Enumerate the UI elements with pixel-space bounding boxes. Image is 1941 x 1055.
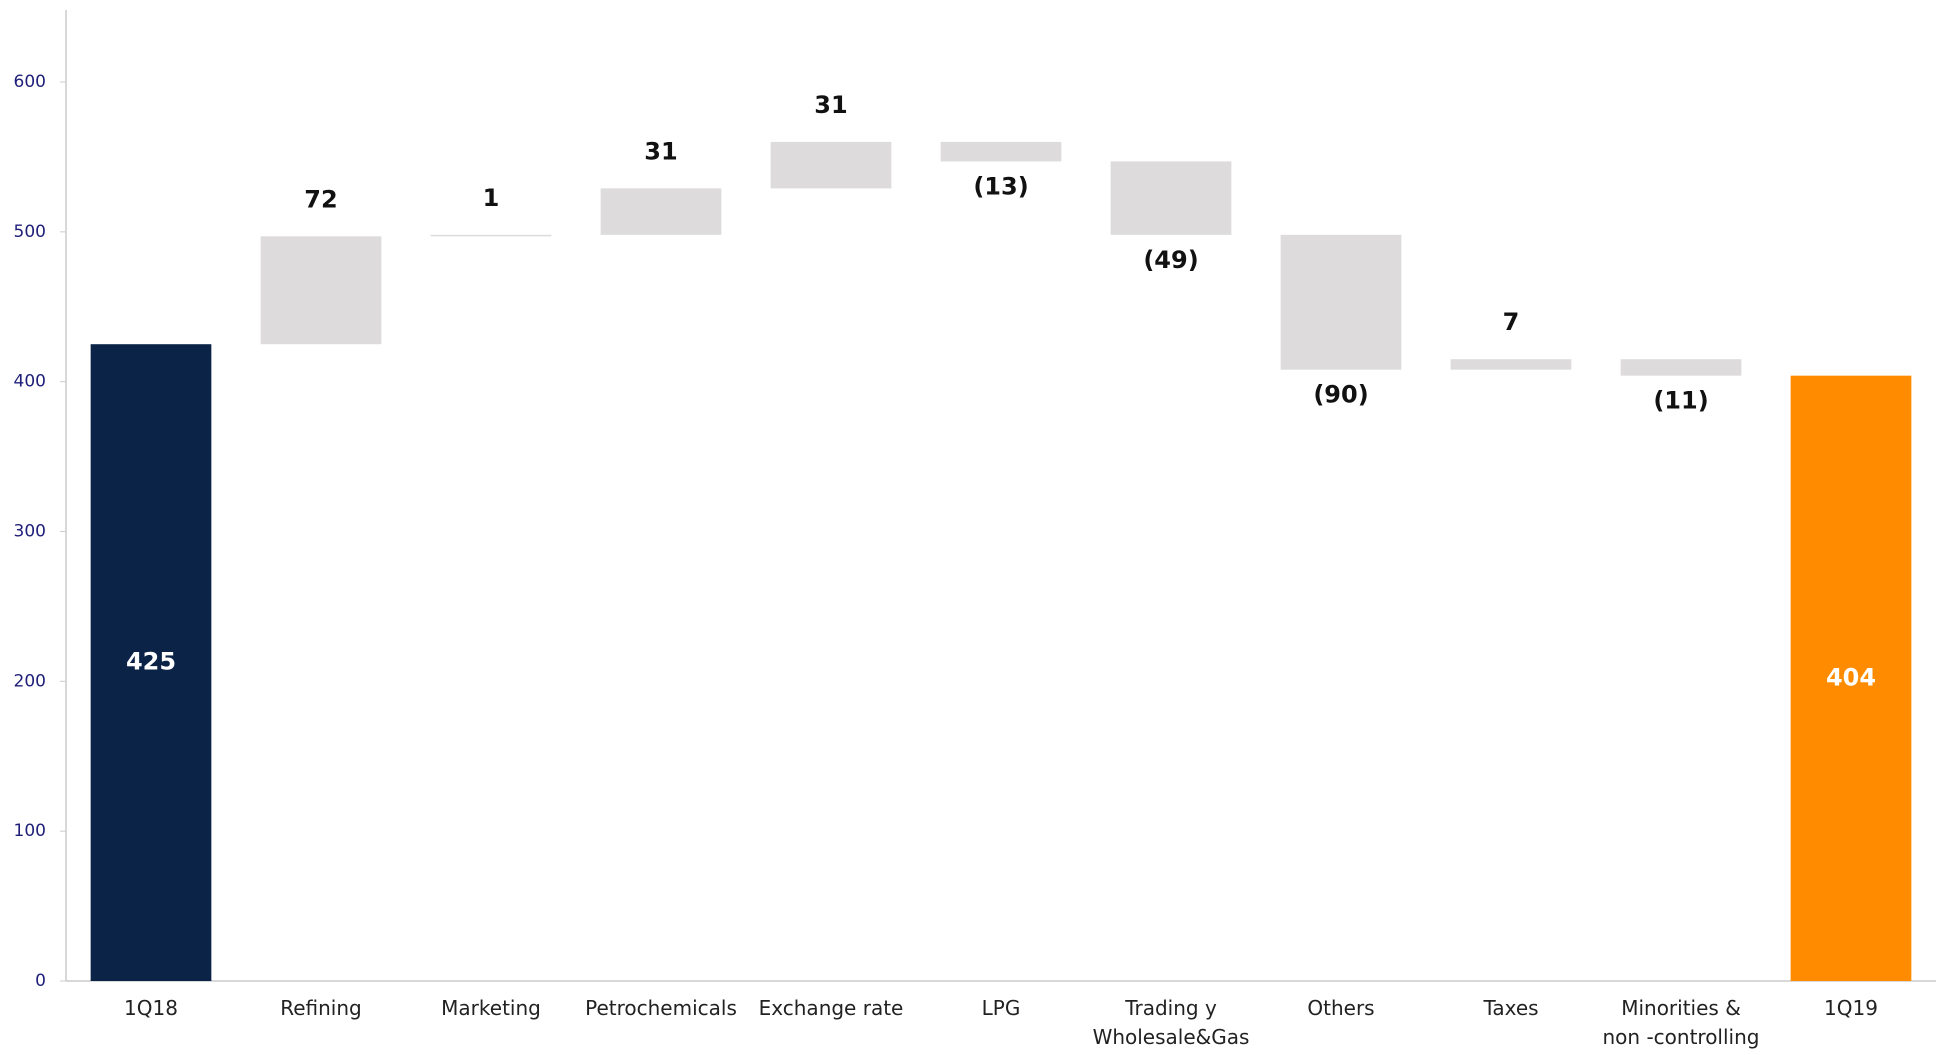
y-tick-label: 100 <box>14 821 46 841</box>
x-tick-label: Marketing <box>441 996 541 1020</box>
y-tick-label: 500 <box>14 222 46 242</box>
bar <box>1280 234 1402 370</box>
x-tick-label: 1Q18 <box>124 996 178 1020</box>
value-label: 1 <box>483 184 500 212</box>
value-label: (90) <box>1313 381 1368 409</box>
x-tick-label: 1Q19 <box>1824 996 1878 1020</box>
bar <box>90 344 212 981</box>
bar <box>940 141 1062 162</box>
value-label: (13) <box>973 172 1028 200</box>
x-tick-label: Exchange rate <box>758 996 904 1020</box>
value-label: (11) <box>1653 387 1708 415</box>
y-tick-label: 200 <box>14 671 46 691</box>
bar <box>430 234 552 237</box>
value-label: 425 <box>126 648 176 676</box>
bar <box>1620 359 1742 376</box>
y-tick-label: 600 <box>14 72 46 92</box>
bar <box>600 188 722 235</box>
value-label: 404 <box>1826 663 1876 691</box>
value-label: 72 <box>304 185 337 213</box>
bar <box>1790 375 1912 981</box>
bar <box>770 141 892 189</box>
y-tick-label: 300 <box>14 522 46 542</box>
x-tick-label: Minorities & non -controlling <box>1602 996 1760 1049</box>
value-label: (49) <box>1143 246 1198 274</box>
x-tick-label: Taxes <box>1483 996 1539 1020</box>
x-tick-label: Refining <box>280 996 362 1020</box>
x-tick-label: Others <box>1307 996 1375 1020</box>
bar <box>1450 359 1572 370</box>
x-tick-label: Trading y Wholesale&Gas <box>1092 996 1250 1049</box>
value-label: 31 <box>814 91 847 119</box>
value-label: 7 <box>1503 308 1520 336</box>
x-tick-label: Petrochemicals <box>585 996 737 1020</box>
value-label: 31 <box>644 137 677 165</box>
bar <box>1110 161 1232 235</box>
x-tick-label: LPG <box>981 996 1021 1020</box>
y-tick-label: 400 <box>14 372 46 392</box>
y-tick-label: 0 <box>35 971 46 991</box>
bar <box>260 236 382 345</box>
